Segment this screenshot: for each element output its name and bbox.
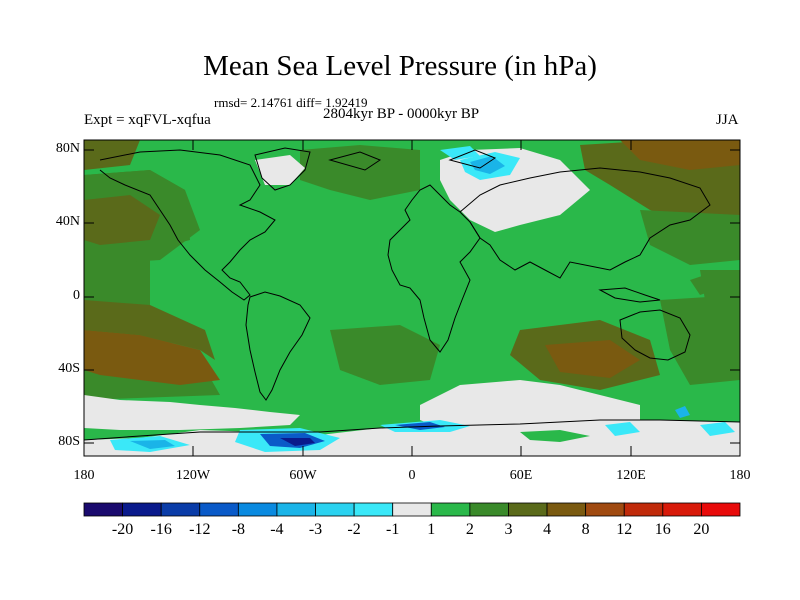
map-field [84,140,740,456]
rmsd-diff-stats: rmsd= 2.14761 diff= 1.92419 [214,95,368,110]
colorbar-label: 2 [465,521,474,538]
colorbar-box [469,502,509,517]
lon-label-60e: 60E [509,468,533,483]
colorbar-box [237,502,278,517]
field-antarctic-cyan-4 [605,422,640,436]
colorbar-box [585,502,625,517]
field-asia-blue [470,156,505,174]
colorbar [83,502,741,517]
colorbar-box [392,502,432,517]
lon-label-0: 0 [408,468,416,483]
colorbar-box [83,502,123,517]
map-title: Mean Sea Level Pressure (in hPa) [203,50,597,82]
colorbar-box [701,502,741,517]
colorbar-box [199,502,239,517]
colorbar-box [276,502,316,517]
lat-label-80s: 80S [58,434,80,449]
colorbar-label: -3 [308,521,323,538]
field-south-atlantic-light [420,380,640,428]
coast-arctic-islands [328,149,497,171]
colorbar-box [430,502,471,517]
coastlines [84,147,740,441]
lat-label-80n: 80N [55,141,80,156]
colorbar-label: 3 [504,521,513,538]
field-antarctic-blue-3 [395,422,445,430]
colorbar-label: -20 [111,521,134,538]
season-label: JJA [716,112,739,128]
coast-australia [619,309,691,361]
lon-label-180w: 180 [73,468,95,483]
colorbar-label: 8 [581,521,590,538]
colorbar-box [160,502,201,517]
colorbar-label: -1 [386,521,400,538]
field-greenland-light [255,155,305,185]
field-equatorial-right [700,270,740,300]
coast-greenland [254,147,311,191]
field-left-edge [84,140,140,170]
axis-ticks [83,140,741,456]
colorbar-label: -4 [270,521,284,538]
colorbar-label: 4 [543,521,552,538]
field-antarctica-light [84,420,740,456]
experiment-label: Expt = xqFVL-xqfua [84,112,211,128]
colorbar-box [546,502,587,517]
colorbar-box [122,502,162,517]
lat-label-0: 0 [73,288,80,303]
field-south-pacific-brown2 [84,300,215,360]
field-arctic-brown [620,140,740,170]
coast-indonesia [598,287,661,303]
field-patch-east [690,275,715,295]
coast-europe-africa [387,184,481,353]
colorbar-box [315,502,355,517]
field-arctic-cyan [440,146,480,160]
lat-label-40s: 40S [58,361,80,376]
colorbar-box [508,502,548,517]
colorbar-label: 1 [427,521,436,538]
field-south-indian-brown [545,340,640,378]
field-antarctic-cyan-5 [700,422,735,436]
colorbar-label: 12 [616,521,633,538]
field-south-atlantic [330,325,440,385]
coast-asia [459,167,711,279]
coast-south-america [245,291,311,401]
colorbar-box [353,502,394,517]
colorbar-label: 16 [654,521,671,538]
colorbar-label: -8 [231,521,246,538]
colorbar-label: 20 [693,521,710,538]
field-antarctic-deep-2 [280,438,315,446]
lat-label-40n: 40N [55,214,80,229]
colorbar-label: -16 [150,521,172,538]
colorbar-label: -12 [189,521,211,538]
coast-north-america [99,149,276,301]
field-antarctic-blue-5 [675,406,690,418]
lon-label-120w: 120W [175,468,211,483]
colorbar-label: -2 [347,521,361,538]
coast-antarctica [84,419,740,441]
colorbar-box [623,502,664,517]
field-north-pacific-right [640,210,740,265]
lon-label-180e: 180 [729,468,751,483]
field-antarctic-green [520,430,590,442]
field-north-pacific-brown [84,195,160,245]
field-north-atlantic [300,145,420,200]
field-south-pacific-brown [84,330,220,385]
field-southern-light-left [84,395,300,430]
field-antarctic-blue-1 [130,440,175,449]
lon-label-120e: 120E [616,468,646,483]
lon-label-60w: 60W [289,468,317,483]
period-label: 2804kyr BP - 0000kyr BP [323,106,480,122]
colorbar-box [662,502,702,517]
